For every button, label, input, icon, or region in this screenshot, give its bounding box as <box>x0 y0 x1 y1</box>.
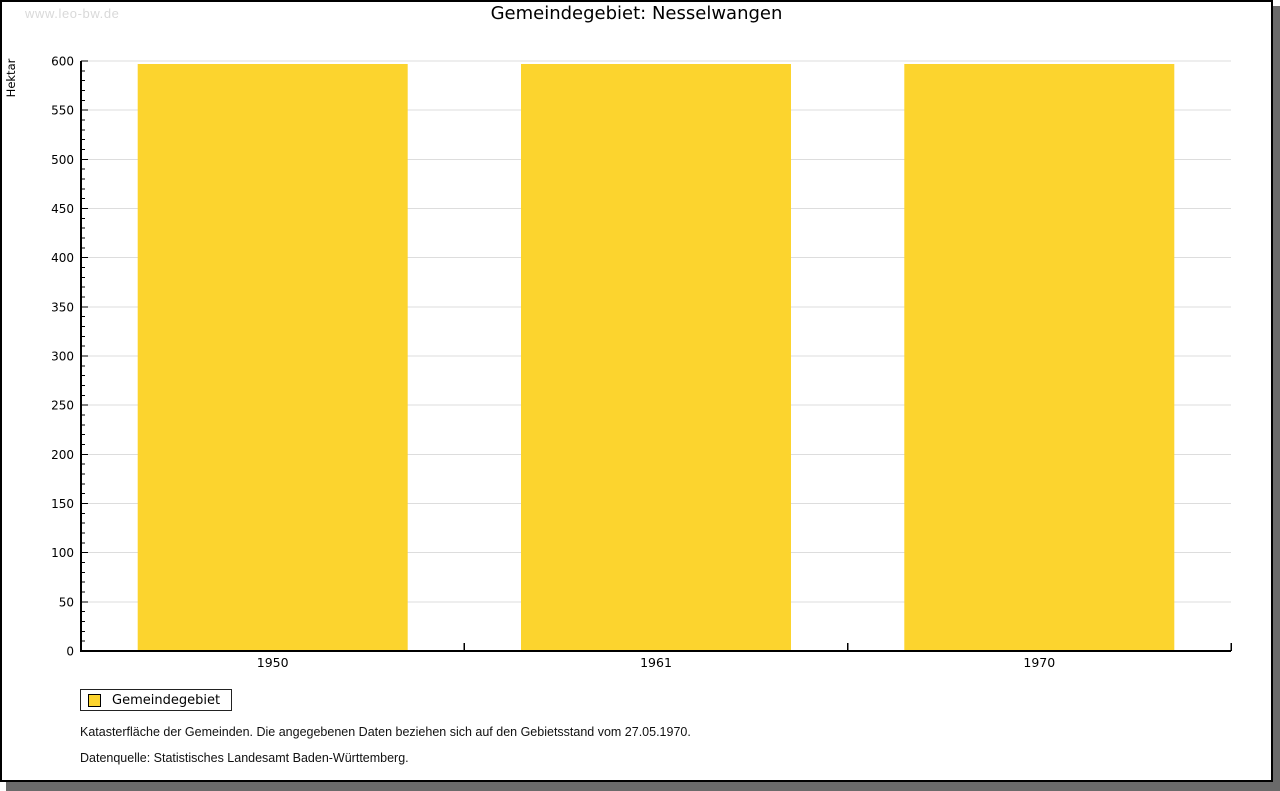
legend: Gemeindegebiet <box>80 689 232 711</box>
y-tick-label: 100 <box>51 546 74 560</box>
bar-1961 <box>521 64 791 651</box>
footnote-data-source: Datenquelle: Statistisches Landesamt Bad… <box>80 751 409 765</box>
y-tick-label: 450 <box>51 202 74 216</box>
legend-label: Gemeindegebiet <box>112 692 221 708</box>
y-tick-label: 500 <box>51 153 74 167</box>
y-axis-title: Hektar <box>4 58 18 97</box>
y-tick-label: 0 <box>66 645 74 659</box>
chart-title: Gemeindegebiet: Nesselwangen <box>490 3 783 24</box>
x-tick-label: 1970 <box>1023 655 1055 670</box>
y-tick-label: 50 <box>59 595 74 609</box>
y-tick-label: 250 <box>51 399 74 413</box>
y-tick-label: 200 <box>51 448 74 462</box>
y-tick-label: 350 <box>51 300 74 314</box>
y-tick-label: 550 <box>51 104 74 118</box>
x-tick-label: 1950 <box>257 655 289 670</box>
watermark-text: www.leo-bw.de <box>25 6 120 21</box>
y-tick-label: 600 <box>51 55 74 69</box>
y-tick-label: 150 <box>51 497 74 511</box>
y-tick-label: 400 <box>51 251 74 265</box>
bar-1970 <box>904 64 1175 651</box>
footnote-source-note: Katasterfläche der Gemeinden. Die angege… <box>80 725 691 739</box>
bar-1950 <box>137 64 408 651</box>
legend-swatch-icon <box>88 693 101 707</box>
x-tick-label: 1961 <box>640 655 672 670</box>
y-tick-label: 300 <box>51 350 74 364</box>
